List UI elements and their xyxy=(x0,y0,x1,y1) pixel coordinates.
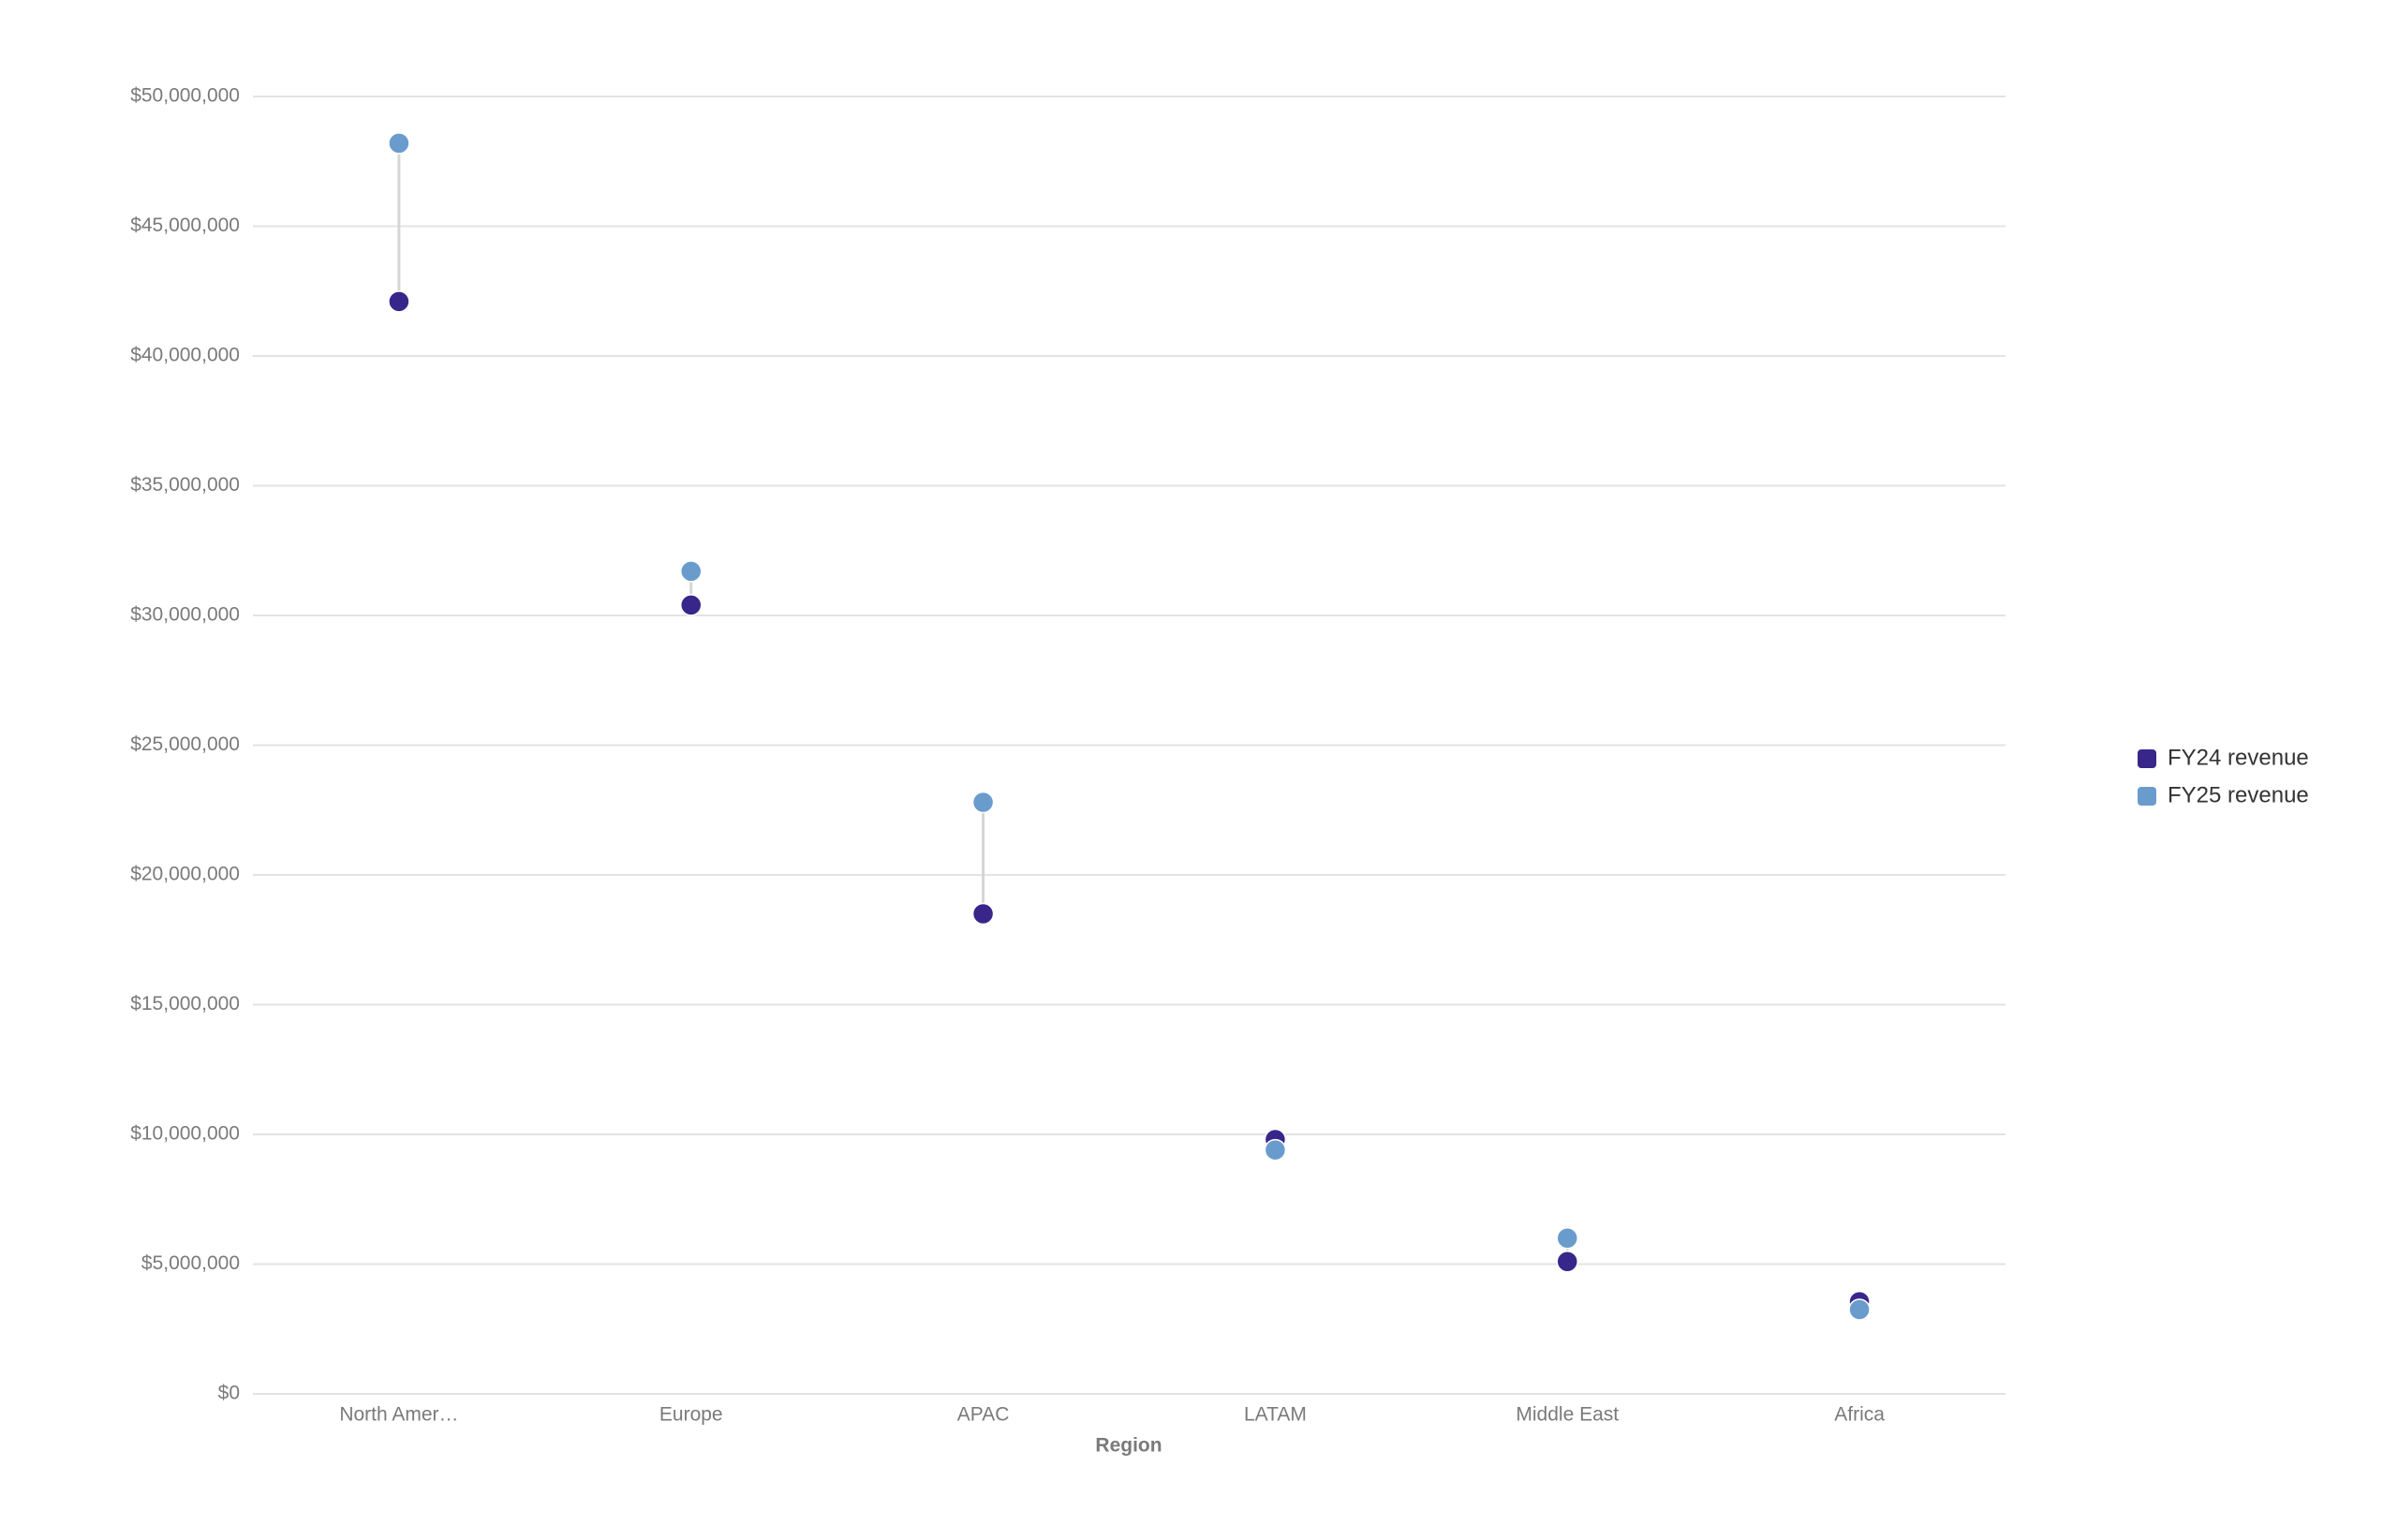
y-tick-label: $40,000,000 xyxy=(130,345,240,366)
y-tick-label: $10,000,000 xyxy=(130,1123,240,1145)
dot xyxy=(971,791,995,814)
dot xyxy=(388,290,410,313)
y-tick-label: $5,000,000 xyxy=(141,1252,240,1274)
y-tick-label: $30,000,000 xyxy=(130,604,240,626)
x-tick-label: Europe xyxy=(659,1404,723,1426)
legend-label: FY25 revenue xyxy=(2168,782,2309,807)
dot xyxy=(971,902,995,925)
y-tick-label: $25,000,000 xyxy=(130,733,240,755)
x-tick-label: North Amer… xyxy=(339,1404,458,1426)
y-tick-label: $20,000,000 xyxy=(130,864,240,885)
legend-label: FY24 revenue xyxy=(2168,745,2309,770)
x-tick-label: APAC xyxy=(957,1404,1010,1426)
y-tick-label: $45,000,000 xyxy=(130,215,240,236)
dot xyxy=(388,132,410,155)
dot xyxy=(680,560,703,583)
y-tick-label: $50,000,000 xyxy=(130,85,240,107)
dot xyxy=(1264,1138,1287,1162)
x-tick-label: LATAM xyxy=(1244,1404,1307,1426)
y-tick-label: $35,000,000 xyxy=(130,474,240,496)
dot xyxy=(1556,1227,1578,1250)
x-tick-label: Africa xyxy=(1834,1404,1885,1426)
dot xyxy=(1848,1298,1871,1321)
y-tick-label: $15,000,000 xyxy=(130,993,240,1014)
x-axis-title: Region xyxy=(1095,1435,1162,1457)
legend-swatch xyxy=(2138,749,2156,768)
dot xyxy=(1556,1250,1578,1273)
legend-swatch xyxy=(2138,787,2156,806)
x-tick-label: Middle East xyxy=(1516,1404,1619,1426)
y-tick-label: $0 xyxy=(218,1383,240,1404)
dot xyxy=(680,594,703,616)
